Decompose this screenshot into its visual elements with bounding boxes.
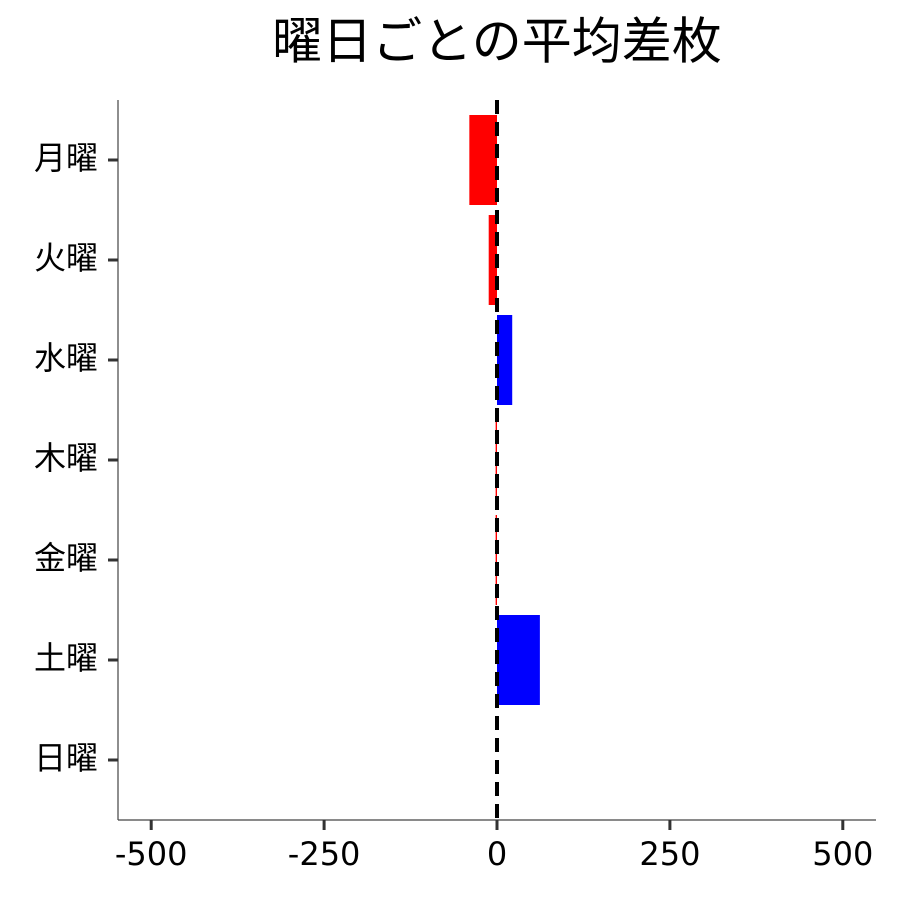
y-tick-label: 水曜 (34, 339, 98, 377)
y-tick-label: 土曜 (34, 639, 98, 677)
x-tick-label: -500 (115, 835, 188, 873)
y-tick-label: 金曜 (34, 539, 98, 577)
bar (488, 215, 497, 305)
x-tick-label: 500 (812, 835, 873, 873)
bar (497, 315, 513, 405)
bar (495, 515, 497, 605)
bar (497, 615, 540, 705)
x-tick-label: 250 (639, 835, 700, 873)
bar (469, 115, 497, 205)
y-tick-label: 火曜 (34, 239, 98, 277)
y-tick-label: 月曜 (34, 139, 98, 177)
y-tick-label: 日曜 (34, 739, 98, 777)
y-tick-label: 木曜 (34, 439, 98, 477)
x-tick-label: -250 (288, 835, 361, 873)
chart-title: 曜日ごとの平均差枚 (272, 13, 722, 71)
x-tick-label: 0 (487, 835, 507, 873)
